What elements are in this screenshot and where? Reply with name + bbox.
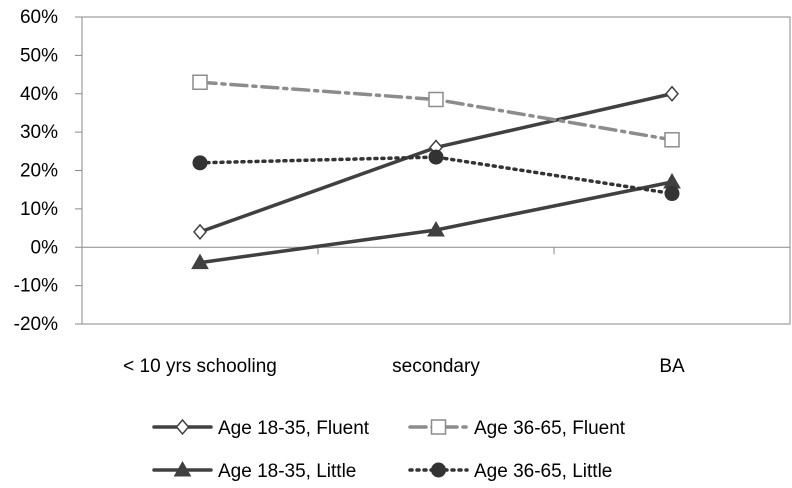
series-2 [192, 74, 680, 148]
y-tick-label: 40% [20, 84, 58, 105]
y-tick-label: 0% [31, 237, 59, 258]
legend-label: Age 18-35, Little [218, 461, 356, 482]
data-point-circle [664, 186, 680, 202]
data-point-triangle [663, 173, 681, 189]
chart-axes [75, 16, 791, 325]
y-tick-label: 50% [20, 45, 58, 66]
x-tick-label: < 10 yrs schooling [123, 356, 277, 377]
legend-label: Age 36-65, Little [474, 461, 612, 482]
data-point-square [192, 74, 208, 90]
legend: Age 18-35, Fluent Age 36-65, Fluent Age 18… [152, 418, 626, 482]
x-tick-label: secondary [392, 356, 480, 377]
x-tick-label: BA [659, 356, 685, 377]
series-4 [192, 149, 680, 202]
data-point-square [664, 132, 680, 148]
legend-item: Age 18-35, Fluent [152, 418, 370, 439]
y-tick-label: -20% [14, 314, 58, 335]
series-line [198, 80, 674, 142]
data-point-triangle [191, 253, 209, 270]
data-point-triangle [173, 460, 192, 477]
y-tick-label: 60% [20, 7, 58, 28]
plot-border [81, 16, 791, 325]
data-point-circle [428, 149, 444, 165]
data-point-square [428, 91, 444, 108]
plot-area [191, 74, 681, 270]
series-1 [193, 85, 679, 241]
legend-item: Age 36-65, Fluent [408, 418, 626, 439]
legend-label: Age 18-35, Fluent [218, 418, 370, 439]
y-tick-label: -10% [14, 276, 58, 297]
y-tick-label: 10% [20, 199, 58, 220]
series-3 [191, 173, 681, 270]
legend-label: Age 36-65, Fluent [474, 418, 626, 439]
y-tick-label: 30% [20, 122, 58, 143]
x-axis-tick-labels: < 10 yrs schooling secondary BA [123, 356, 685, 377]
data-point-triangle [427, 220, 445, 237]
data-point-diamond [665, 85, 679, 102]
series-line [198, 155, 674, 196]
data-point-circle [192, 155, 208, 171]
legend-item: Age 18-35, Little [152, 460, 356, 482]
legend-item: Age 36-65, Little [408, 461, 612, 482]
y-tick-label: 20% [20, 161, 58, 182]
data-point-diamond [175, 418, 190, 436]
data-point-circle [431, 462, 446, 478]
y-axis-tick-labels: -20% -10% 0% 10% 20% 30% 40% 50% 60% [14, 7, 58, 335]
data-point-diamond [193, 223, 207, 241]
data-point-square [430, 419, 447, 435]
